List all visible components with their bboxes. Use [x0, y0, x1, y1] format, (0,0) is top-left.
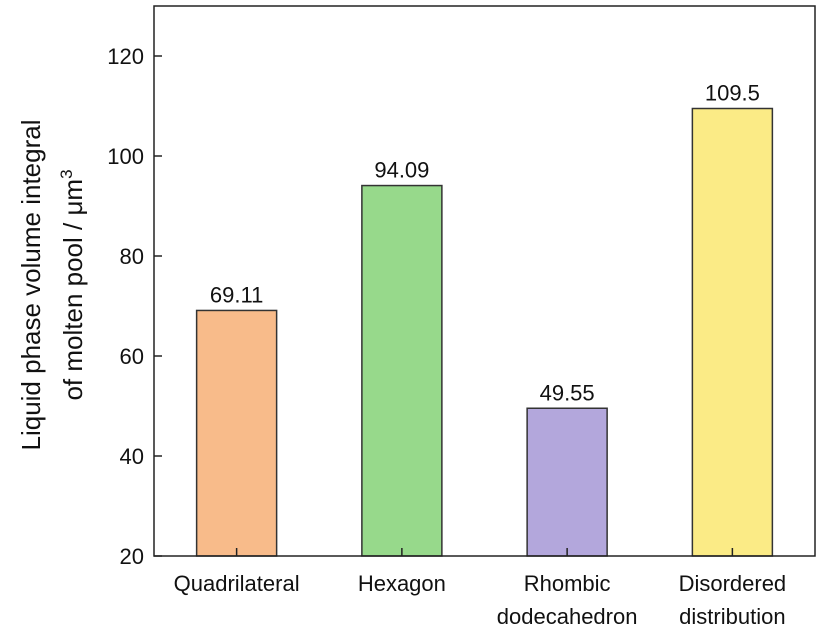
y-tick-label-120: 120 [107, 44, 144, 69]
y-axis-label-line-1: Liquid phase volume integral [16, 120, 46, 451]
plot-frame [153, 5, 816, 557]
x-tick-label-2-0: Rhombic [524, 571, 611, 596]
x-tick-label-3-0: Disordered [679, 571, 787, 596]
bars-group: 69.11 94.09 49.55 109.5 [195, 81, 774, 557]
y-tick-label-100: 100 [107, 144, 144, 169]
y-axis-label: Liquid phase volume integral of molten p… [16, 120, 88, 451]
bar-1 [361, 184, 443, 557]
bar-3 [691, 107, 774, 557]
x-tick-label-0-0: Quadrilateral [174, 571, 300, 596]
y-tick-label-20: 20 [120, 544, 144, 569]
y-tick-label-60: 60 [120, 344, 144, 369]
data-label-2: 49.55 [540, 380, 595, 405]
bar-2 [526, 407, 608, 557]
x-tick-label-2-1: dodecahedron [497, 604, 638, 629]
x-axis: Quadrilateral Hexagon Rhombic dodecahedron D… [174, 548, 787, 629]
y-axis-label-line-2: of molten pool / μm3 [57, 169, 88, 400]
y-axis: 20 40 60 80 100 120 [107, 44, 162, 569]
y-tick-label-80: 80 [120, 244, 144, 269]
x-tick-label-3-1: distribution [679, 604, 785, 629]
x-tick-label-1-0: Hexagon [358, 571, 446, 596]
data-label-1: 94.09 [374, 158, 429, 183]
y-tick-label-40: 40 [120, 444, 144, 469]
y-axis-label-superscript: 3 [57, 169, 76, 178]
data-label-0: 69.11 [210, 282, 263, 307]
data-label-3: 109.5 [705, 81, 760, 106]
bar-0 [195, 309, 278, 557]
y-axis-label-unit: of molten pool / μm [58, 179, 88, 401]
